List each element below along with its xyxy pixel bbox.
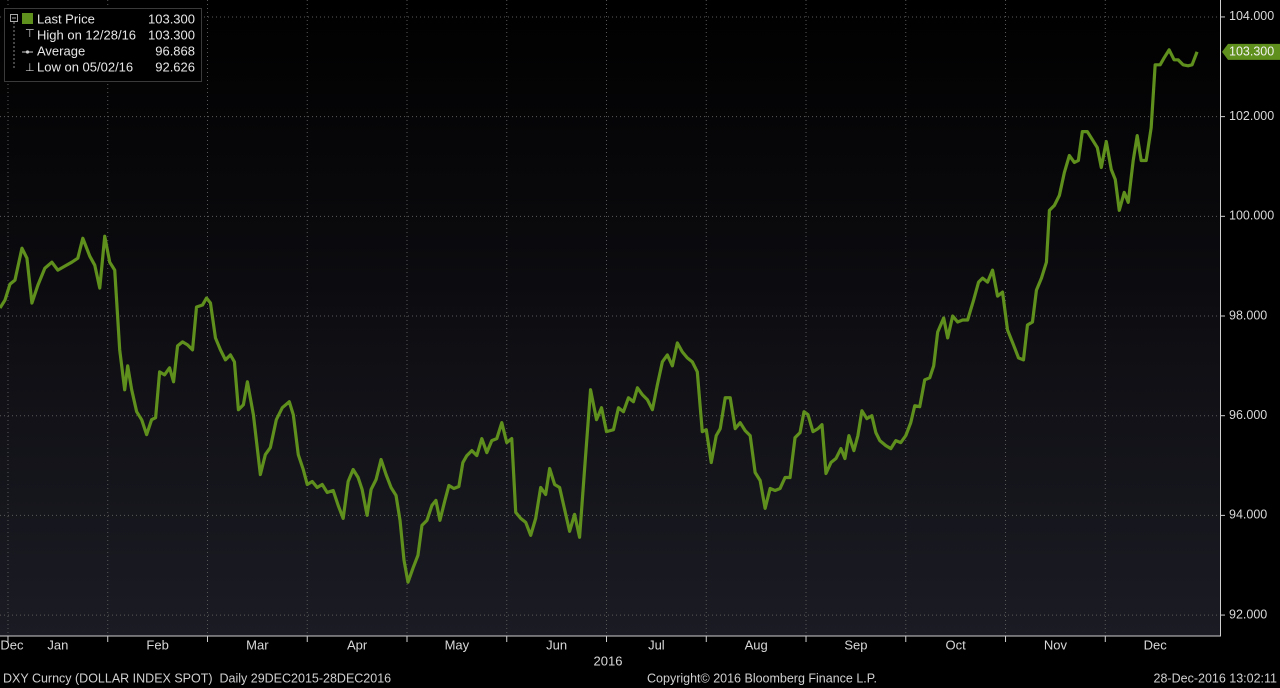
footer-right: 28-Dec-2016 13:02:11	[1154, 671, 1278, 685]
last-price-tag-label: 103.300	[1229, 45, 1274, 59]
x-tick-label: Mar	[246, 637, 269, 652]
legend-label: High on 12/28/16	[37, 27, 136, 42]
x-tick-label: Feb	[146, 637, 168, 652]
legend-label: Low on 05/02/16	[37, 59, 133, 74]
marks	[0, 48, 1199, 584]
legend: ⊤ ⊥ Last Price 103.300 High on 12/28/16 …	[4, 8, 202, 82]
x-tick-label: Jan	[47, 637, 68, 652]
legend-swatch	[22, 13, 33, 24]
x-axis-year: 2016	[594, 653, 623, 668]
legend-box	[4, 8, 202, 82]
price-line	[0, 48, 1199, 584]
legend-collapse-icon	[10, 14, 18, 22]
x-tick-label: Jul	[648, 637, 665, 652]
legend-value: 103.300	[148, 11, 195, 26]
x-tick-label: Apr	[347, 637, 368, 652]
y-tick-label: 96.000	[1229, 408, 1267, 422]
legend-label: Last Price	[37, 11, 95, 26]
x-tick-label: May	[445, 637, 470, 652]
axis-background	[1220, 0, 1280, 670]
x-tick-label: Sep	[844, 637, 867, 652]
legend-value: 96.868	[155, 43, 195, 58]
x-tick-label: Dec	[1144, 637, 1168, 652]
legend-icon	[25, 50, 30, 54]
y-tick-label: 94.000	[1229, 508, 1267, 522]
grid	[0, 0, 1220, 636]
footer-bar	[0, 670, 1280, 688]
y-tick-label: 92.000	[1229, 607, 1267, 621]
legend-value: 103.300	[148, 27, 195, 42]
x-tick-label: Aug	[745, 637, 768, 652]
footer-left: DXY Curncy (DOLLAR INDEX SPOT) Daily 29D…	[3, 671, 391, 685]
y-tick-label: 100.000	[1229, 209, 1274, 223]
x-tick-label: Oct	[946, 637, 967, 652]
legend-label: Average	[37, 43, 85, 58]
legend-icon: ⊤	[25, 28, 35, 40]
y-tick-label: 102.000	[1229, 109, 1274, 123]
legend-value: 92.626	[155, 59, 195, 74]
x-tick-label: Dec	[0, 637, 24, 652]
x-tick-label: Jun	[546, 637, 567, 652]
legend-icon: ⊥	[25, 62, 35, 74]
plot-background	[0, 0, 1220, 636]
y-tick-label: 98.000	[1229, 308, 1267, 322]
last-price-tag	[1222, 43, 1280, 60]
y-tick-label: 104.000	[1229, 9, 1274, 23]
x-tick-label: Nov	[1044, 637, 1068, 652]
footer-center: Copyright© 2016 Bloomberg Finance L.P.	[647, 671, 877, 685]
